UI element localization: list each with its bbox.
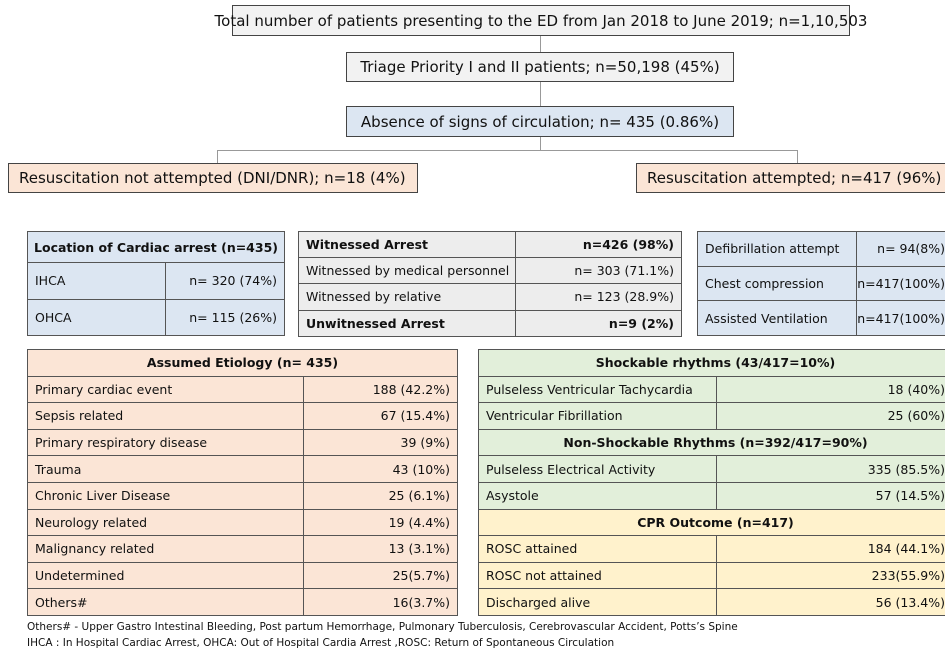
connector xyxy=(540,82,541,106)
footnote: Others# - Upper Gastro Intestinal Bleedi… xyxy=(27,621,738,633)
row-label: Witnessed by medical personnel xyxy=(298,257,516,285)
section-header: CPR Outcome (n=417) xyxy=(478,508,945,537)
footnote: IHCA : In Hospital Cardiac Arrest, OHCA:… xyxy=(27,637,615,649)
flow-box: Resuscitation attempted; n=417 (96%) xyxy=(636,163,945,193)
row-value: 19 (4.4%) xyxy=(303,508,458,537)
section-header: Non-Shockable Rhythms (n=392/417=90%) xyxy=(478,428,945,457)
row-value: 25(5.7%) xyxy=(303,561,458,590)
row-value: n=9 (2%) xyxy=(515,309,682,337)
row-label: Discharged alive xyxy=(478,588,717,616)
section-header: Shockable rhythms (43/417=10%) xyxy=(478,349,945,377)
row-label: Pulseless Ventricular Tachycardia xyxy=(478,375,717,404)
row-value: 184 (44.1%) xyxy=(716,535,945,563)
row-value: 18 (40%) xyxy=(716,375,945,404)
row-value: n= 303 (71.1%) xyxy=(515,257,682,285)
table-header: Assumed Etiology (n= 435) xyxy=(27,349,458,377)
flow-box: Resuscitation not attempted (DNI/DNR); n… xyxy=(8,163,418,193)
row-value: 67 (15.4%) xyxy=(303,402,458,430)
row-label: Unwitnessed Arrest xyxy=(298,309,516,337)
row-label: ROSC not attained xyxy=(478,561,717,590)
row-value: 233(55.9%) xyxy=(716,561,945,590)
row-value: n=426 (98%) xyxy=(515,231,682,259)
row-label: ROSC attained xyxy=(478,535,717,563)
row-label: Malignancy related xyxy=(27,535,304,563)
row-value: 25 (60%) xyxy=(716,402,945,430)
table-header: Location of Cardiac arrest (n=435) xyxy=(27,231,285,263)
row-value: 335 (85.5%) xyxy=(716,455,945,483)
row-value: n= 123 (28.9%) xyxy=(515,283,682,311)
row-label: Others# xyxy=(27,588,304,616)
row-value: 56 (13.4%) xyxy=(716,588,945,616)
row-label: Assisted Ventilation xyxy=(697,300,857,337)
row-label: Ventricular Fibrillation xyxy=(478,402,717,430)
row-label: Primary respiratory disease xyxy=(27,428,304,457)
row-label: Trauma xyxy=(27,455,304,483)
row-value: n=417(100%) xyxy=(856,300,945,337)
connector xyxy=(797,150,798,163)
row-value: 13 (3.1%) xyxy=(303,535,458,563)
row-label: Undetermined xyxy=(27,561,304,590)
row-label: OHCA xyxy=(27,298,166,336)
flow-box: Total number of patients presenting to t… xyxy=(215,5,867,36)
connector xyxy=(540,36,541,52)
flow-box: Absence of signs of circulation; n= 435 … xyxy=(346,106,734,137)
row-value: n= 115 (26%) xyxy=(165,298,285,336)
row-value: 188 (42.2%) xyxy=(303,375,458,404)
row-label: Witnessed by relative xyxy=(298,283,516,311)
row-label: Sepsis related xyxy=(27,402,304,430)
row-label: IHCA xyxy=(27,262,166,300)
row-value: 25 (6.1%) xyxy=(303,482,458,510)
row-label: Pulseless Electrical Activity xyxy=(478,455,717,483)
row-label: Defibrillation attempt xyxy=(697,231,857,267)
row-label: Asystole xyxy=(478,482,717,510)
row-value: 43 (10%) xyxy=(303,455,458,483)
row-value: 57 (14.5%) xyxy=(716,482,945,510)
row-value: n= 94(8%) xyxy=(856,231,945,267)
row-value: n=417(100%) xyxy=(856,265,945,302)
row-label: Witnessed Arrest xyxy=(298,231,516,259)
connector xyxy=(540,137,541,150)
row-label: Neurology related xyxy=(27,508,304,537)
row-value: 16(3.7%) xyxy=(303,588,458,616)
row-label: Chronic Liver Disease xyxy=(27,482,304,510)
connector xyxy=(217,150,218,163)
row-label: Chest compression xyxy=(697,265,857,302)
flow-box: Triage Priority I and II patients; n=50,… xyxy=(346,52,734,82)
connector xyxy=(217,150,797,151)
row-label: Primary cardiac event xyxy=(27,375,304,404)
row-value: n= 320 (74%) xyxy=(165,262,285,300)
row-value: 39 (9%) xyxy=(303,428,458,457)
